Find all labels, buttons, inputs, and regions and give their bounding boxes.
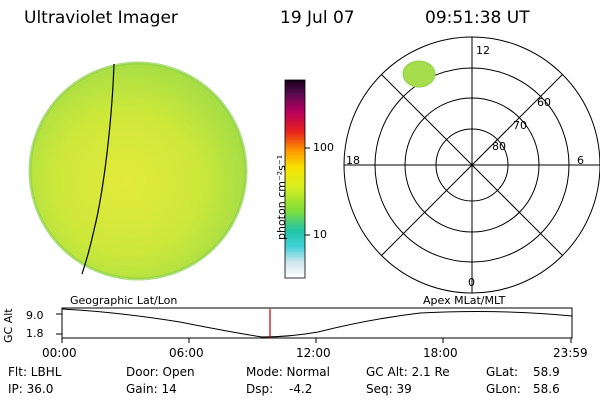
- polar-diagonal-2: [381, 74, 563, 256]
- timeline-frame: [61, 307, 573, 339]
- glat-label: GLat:: [486, 365, 519, 379]
- gc-alt-status: GC Alt: 2.1 Re: [366, 365, 450, 379]
- ip-status: IP: 36.0: [8, 382, 54, 396]
- time-label: 09:51:38 UT: [425, 8, 530, 28]
- lat-label-80: 80: [492, 140, 506, 153]
- timeline-right-label: Apex MLat/MLT: [423, 294, 506, 307]
- timeline-y-tick-top: 9.0: [26, 309, 44, 322]
- glon-value: 58.6: [533, 382, 560, 396]
- time-tick-1800: 18:00: [423, 346, 458, 360]
- colorbar-gradient: [284, 79, 306, 279]
- mlt-label-0: 0: [468, 276, 475, 289]
- time-tick-0000: 00:00: [42, 346, 77, 360]
- time-tick-2359: 23:59: [553, 346, 588, 360]
- timeline-y-tick-bottom: 1.8: [26, 327, 44, 340]
- seq-status: Seq: 39: [366, 382, 412, 396]
- earth-disk: [30, 63, 246, 279]
- time-tick-1200: 12:00: [296, 346, 331, 360]
- date-label: 19 Jul 07: [280, 8, 355, 28]
- earth-disk-edge: [28, 61, 248, 281]
- mode-status: Mode: Normal: [246, 365, 330, 379]
- lat-label-60: 60: [537, 96, 551, 109]
- instrument-title: Ultraviolet Imager: [24, 8, 178, 28]
- door-status: Door: Open: [126, 365, 195, 379]
- auroral-spot: [402, 60, 436, 88]
- glat-value: 58.9: [533, 365, 560, 379]
- altitude-curve: [61, 308, 573, 338]
- mlt-label-18: 18: [346, 154, 360, 167]
- timeline-left-label: Geographic Lat/Lon: [70, 294, 178, 307]
- filter-status: Flt: LBHL: [8, 365, 62, 379]
- lat-label-70: 70: [513, 119, 527, 132]
- colorbar-tick-100: 100: [313, 141, 334, 154]
- gain-status: Gain: 14: [126, 382, 177, 396]
- glon-label: GLon:: [486, 382, 521, 396]
- dsp-value: -4.2: [289, 382, 313, 396]
- mlt-label-12: 12: [476, 44, 490, 57]
- mlt-label-6: 6: [577, 154, 584, 167]
- time-tick-0600: 06:00: [169, 346, 204, 360]
- dsp-label: Dsp:: [246, 382, 274, 396]
- terminator-line: [81, 63, 115, 275]
- colorbar-tick-10: 10: [313, 228, 327, 241]
